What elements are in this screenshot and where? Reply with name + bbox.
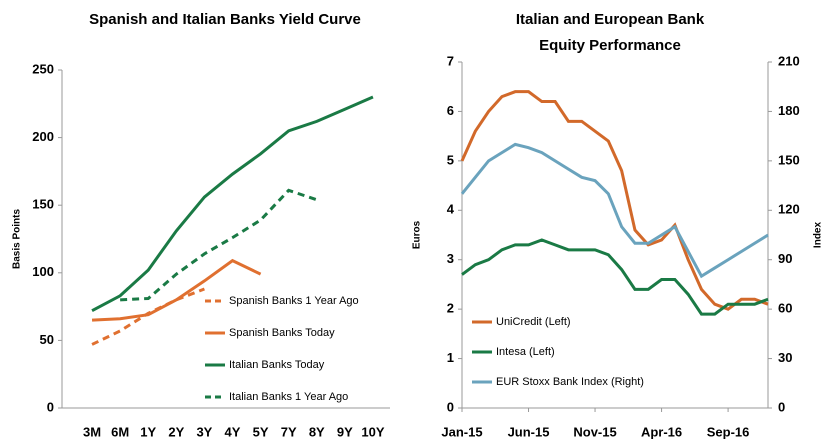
x-tick-label: Nov-15 — [573, 424, 616, 439]
y-tick-label: 3 — [447, 251, 454, 266]
legend-label: Intesa (Left) — [496, 346, 555, 358]
y-tick-label: 0 — [47, 399, 54, 414]
legend-label: Spanish Banks 1 Year Ago — [229, 295, 359, 307]
x-tick-label: 8Y — [309, 424, 325, 439]
y-tick-label: 1 — [447, 350, 454, 365]
y-tick-label: 200 — [32, 129, 54, 144]
legend-label: EUR Stoxx Bank Index (Right) — [496, 376, 644, 388]
x-tick-label: Jan-15 — [441, 424, 482, 439]
y2-tick-label: 180 — [778, 103, 800, 118]
series-line — [120, 188, 318, 302]
series-line — [460, 90, 769, 311]
y-tick-label: 7 — [447, 53, 454, 68]
x-tick-label: Apr-16 — [641, 424, 682, 439]
series-line — [460, 142, 769, 279]
x-tick-label: 1Y — [140, 424, 156, 439]
legend-label: Italian Banks Today — [229, 359, 325, 371]
y-tick-label: 6 — [447, 103, 454, 118]
y-tick-label: 2 — [447, 301, 454, 316]
chart-title: Spanish and Italian Banks Yield Curve — [89, 11, 361, 28]
x-tick-label: 7Y — [281, 424, 297, 439]
x-tick-label: 4Y — [225, 424, 241, 439]
series-line — [91, 95, 374, 312]
x-tick-label: 9Y — [337, 424, 353, 439]
legend-label: UniCredit (Left) — [496, 316, 571, 328]
x-tick-label: Jun-15 — [508, 424, 550, 439]
x-tick-label: Sep-16 — [707, 424, 750, 439]
y-tick-label: 250 — [32, 61, 54, 76]
y-tick-label: 5 — [447, 152, 454, 167]
y-tick-label: 0 — [447, 399, 454, 414]
legend-label: Spanish Banks Today — [229, 327, 335, 339]
x-tick-label: 5Y — [253, 424, 269, 439]
y-tick-label: 4 — [447, 202, 455, 217]
y2-tick-label: 150 — [778, 152, 800, 167]
y2-tick-label: 0 — [778, 399, 785, 414]
y2-tick-label: 90 — [778, 251, 792, 266]
y-tick-label: 150 — [32, 197, 54, 212]
x-tick-label: 6M — [111, 424, 129, 439]
x-tick-label: 3M — [83, 424, 101, 439]
y2-tick-label: 30 — [778, 350, 792, 365]
x-tick-label: 3Y — [196, 424, 212, 439]
y-tick-label: 100 — [32, 264, 54, 279]
y-axis-label: Basis Points — [12, 209, 23, 269]
series-line — [91, 258, 262, 322]
y-tick-label: 50 — [40, 332, 54, 347]
y2-tick-label: 60 — [778, 301, 792, 316]
legend-label: Italian Banks 1 Year Ago — [229, 391, 348, 403]
series-line — [461, 238, 769, 316]
x-tick-label: 2Y — [168, 424, 184, 439]
x-tick-label: 10Y — [361, 424, 384, 439]
chart-title: Italian and European Bank Equity Performa… — [516, 11, 705, 54]
y2-axis-label: Index — [813, 222, 824, 249]
y2-tick-label: 210 — [778, 53, 800, 68]
y2-tick-label: 120 — [778, 202, 800, 217]
y-axis-label: Euros — [412, 220, 423, 249]
